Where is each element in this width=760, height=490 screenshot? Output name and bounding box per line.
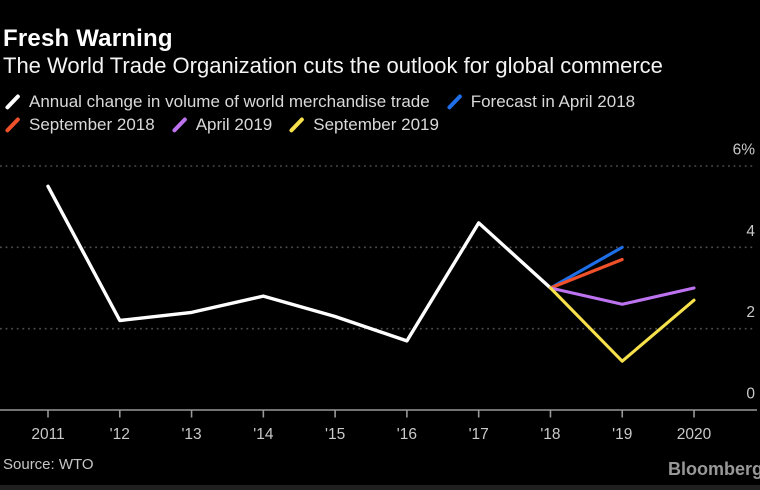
source-credit: Source: WTO bbox=[3, 456, 94, 473]
x-axis-label: '14 bbox=[253, 426, 274, 443]
legend-label: April 2019 bbox=[195, 115, 273, 134]
legend-row-2: September 2018 April 2019 September 2019 bbox=[3, 115, 635, 135]
x-axis-label: 2011 bbox=[31, 426, 64, 443]
x-axis-label: '12 bbox=[110, 426, 130, 443]
legend-label: September 2019 bbox=[313, 115, 439, 134]
series-line-september-2019 bbox=[548, 286, 696, 363]
chart-legend: Annual change in volume of world merchan… bbox=[3, 92, 635, 135]
series-line-annual-change-in-volume-of-world-merchandise-trade bbox=[46, 184, 553, 343]
bottom-border bbox=[0, 485, 760, 490]
legend-item-forecast-april-2018: Forecast in April 2018 bbox=[445, 92, 635, 112]
x-axis-label: '17 bbox=[469, 426, 489, 443]
y-axis-label: 4 bbox=[746, 223, 755, 240]
legend-label: Annual change in volume of world merchan… bbox=[29, 92, 430, 111]
x-axis-label: '15 bbox=[325, 426, 345, 443]
y-axis-label: 6% bbox=[733, 141, 756, 158]
x-axis-label: '18 bbox=[540, 426, 560, 443]
x-axis-label: '19 bbox=[612, 426, 632, 443]
series-line-forecast-in-april-2018 bbox=[548, 245, 624, 290]
x-axis-label: '16 bbox=[397, 426, 417, 443]
bloomberg-logo: Bloomberg bbox=[667, 459, 760, 479]
x-axis-label: '13 bbox=[181, 426, 201, 443]
legend-item-september-2018: September 2018 bbox=[3, 115, 155, 135]
x-axis-label: 2020 bbox=[677, 426, 712, 443]
legend-item-actual: Annual change in volume of world merchan… bbox=[3, 92, 430, 112]
series-line-april-2019 bbox=[548, 286, 696, 306]
chart-title: Fresh Warning bbox=[3, 25, 173, 52]
legend-item-september-2019: September 2019 bbox=[287, 115, 439, 135]
series-line-september-2018 bbox=[548, 257, 624, 290]
y-axis-label: 0 bbox=[746, 386, 755, 403]
legend-label: Forecast in April 2018 bbox=[470, 92, 636, 111]
legend-label: September 2018 bbox=[29, 115, 155, 134]
chart-subtitle: The World Trade Organization cuts the ou… bbox=[3, 53, 663, 78]
legend-row-1: Annual change in volume of world merchan… bbox=[3, 92, 635, 112]
y-axis-label: 2 bbox=[746, 304, 755, 321]
legend-item-april-2019: April 2019 bbox=[170, 115, 273, 135]
